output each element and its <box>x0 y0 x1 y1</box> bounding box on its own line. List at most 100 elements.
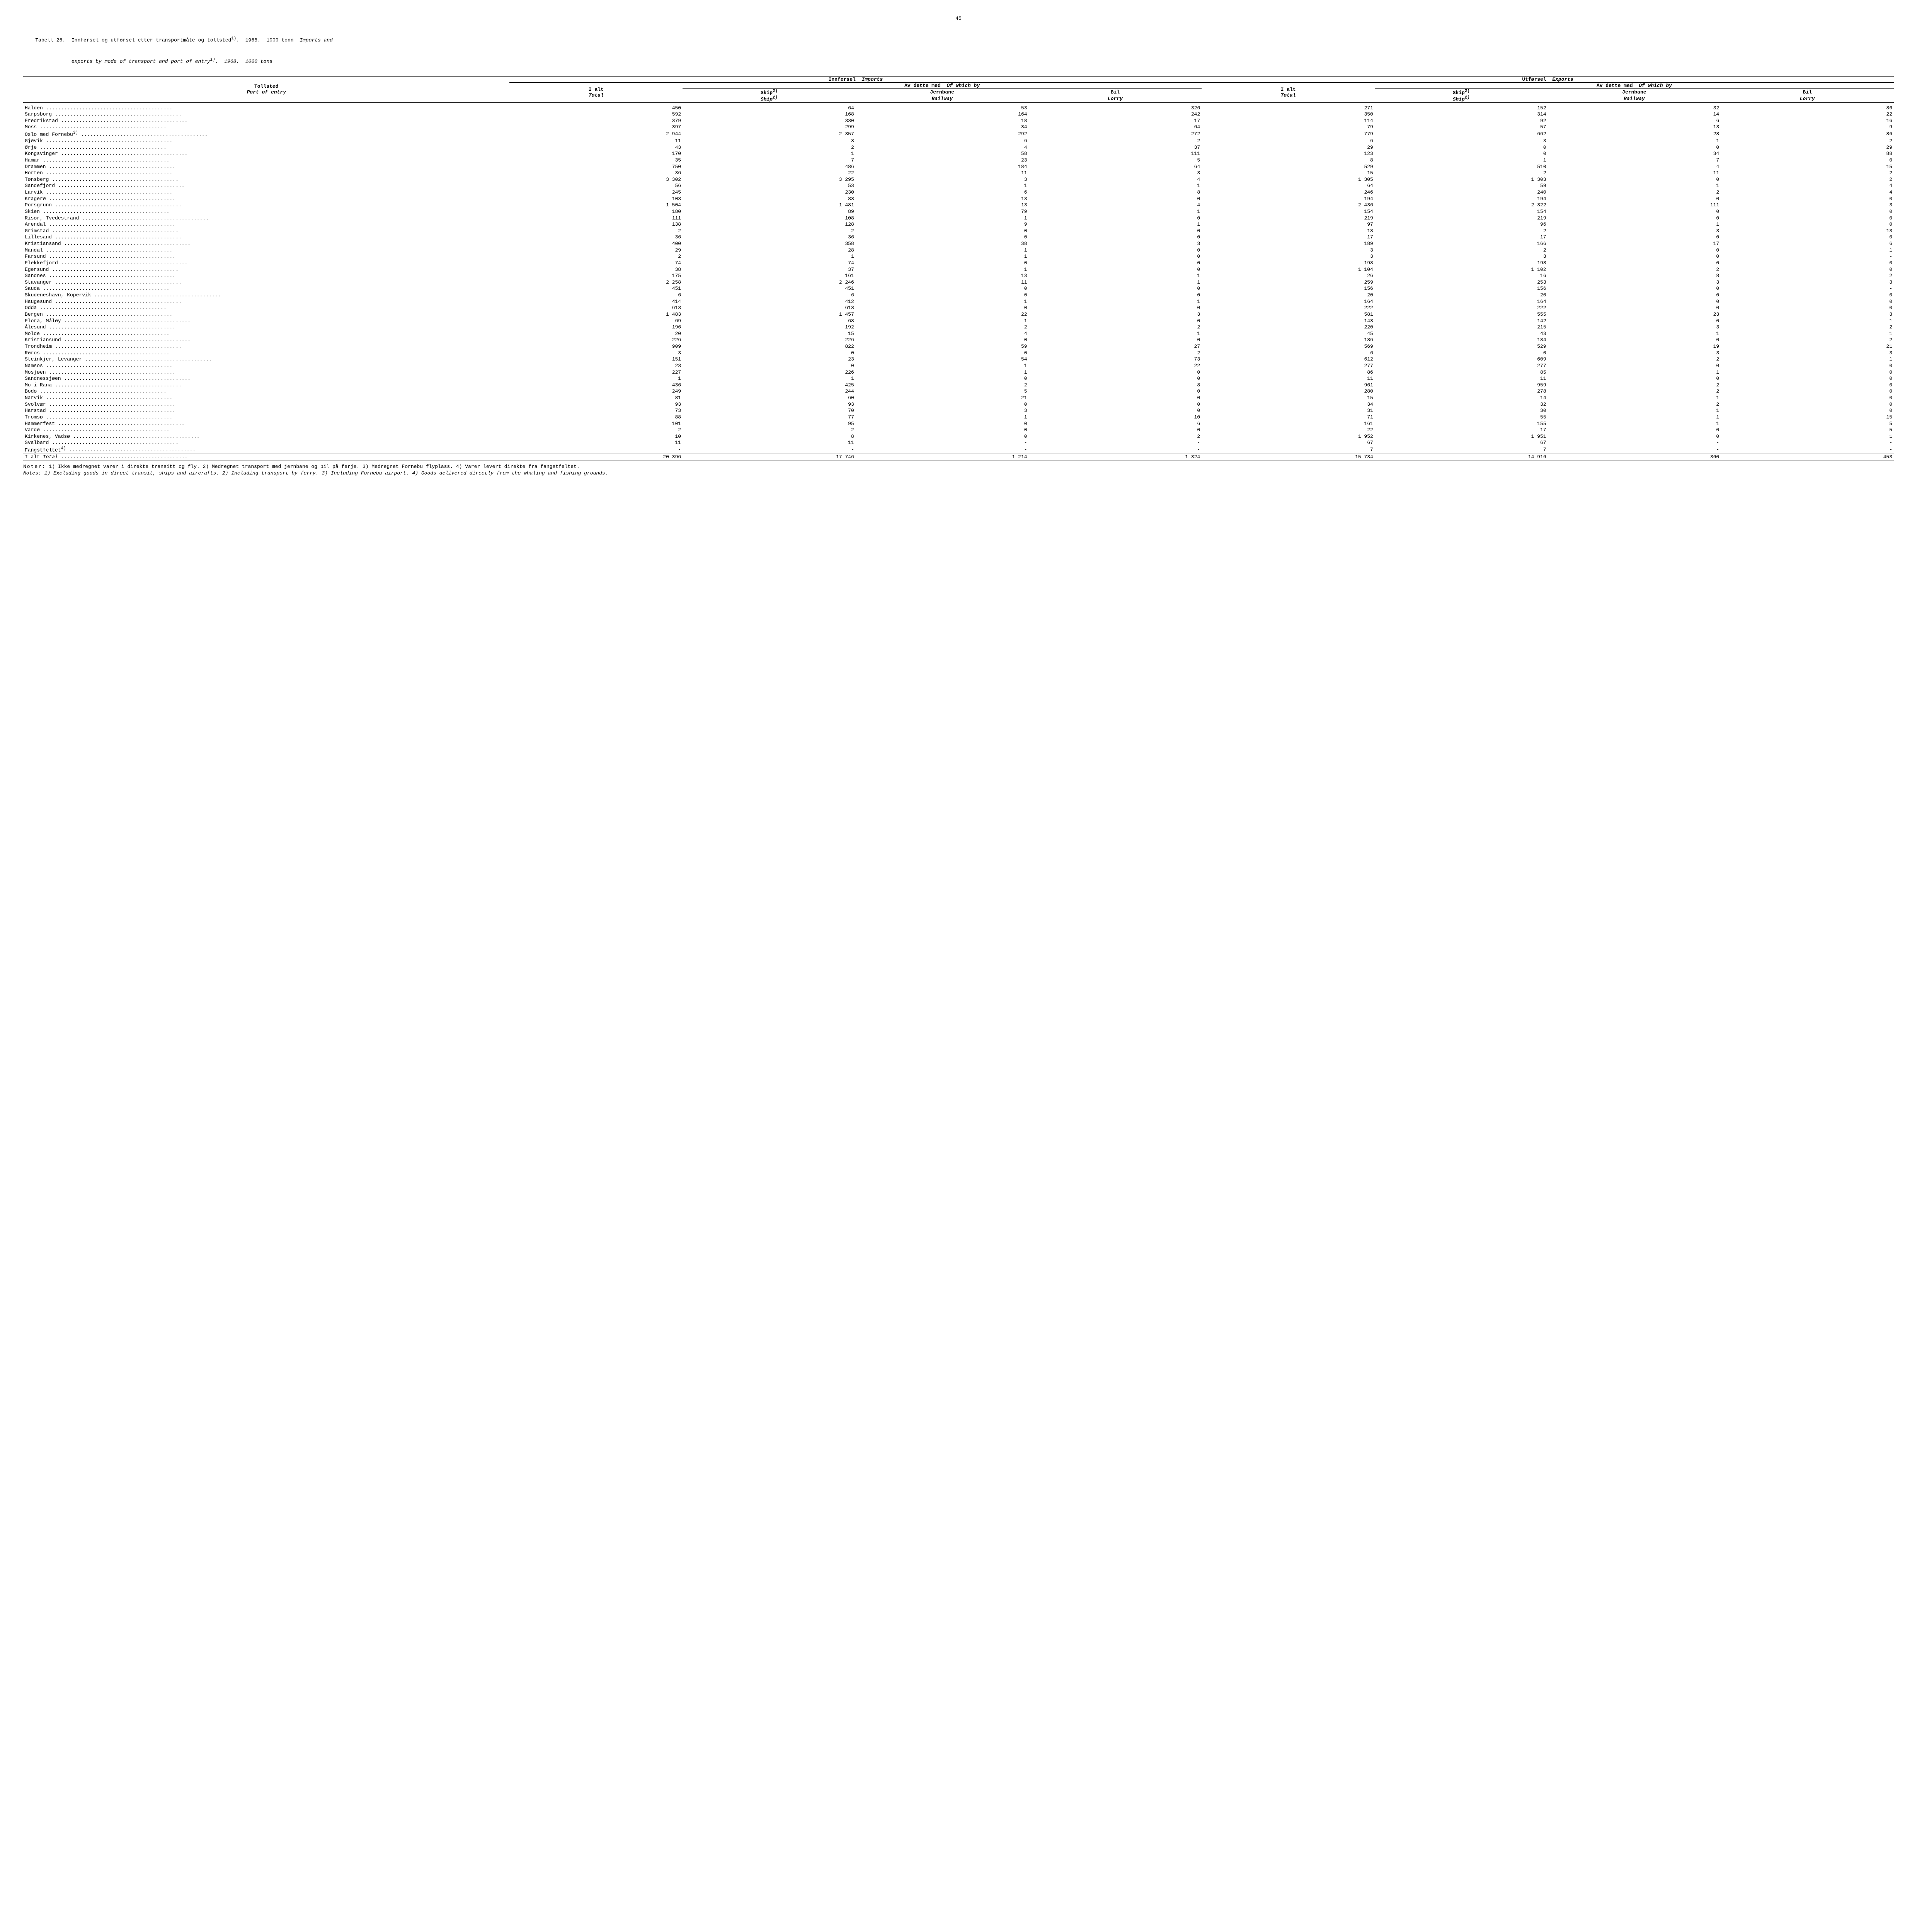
num-cell: 230 <box>683 189 856 196</box>
num-cell: - <box>1721 446 1894 454</box>
num-cell: 2 <box>856 382 1029 389</box>
table-row: Svolvær939300343220 <box>23 401 1894 408</box>
num-cell: 184 <box>856 164 1029 170</box>
title-no: Innførsel og utførsel etter transportmåt… <box>72 37 231 43</box>
port-cell: Farsund <box>23 253 509 260</box>
num-cell: 280 <box>1202 388 1375 395</box>
total-label-no: I alt <box>25 454 40 460</box>
total-row: I alt Total 20 396 17 746 1 214 1 324 15… <box>23 454 1894 461</box>
num-cell: 32 <box>1548 105 1721 112</box>
num-cell: 0 <box>683 363 856 369</box>
num-cell: 2 <box>509 228 683 235</box>
table-row: Halden45064533262711523286 <box>23 105 1894 112</box>
num-cell: 0 <box>856 421 1029 427</box>
port-cell: Harstad <box>23 408 509 414</box>
hdr-ship-en2: Ship <box>1453 97 1465 102</box>
num-cell: 189 <box>1202 241 1375 247</box>
num-cell: 0 <box>1028 228 1202 235</box>
total-exp-total: 15 734 <box>1202 454 1375 461</box>
num-cell: 0 <box>1548 376 1721 382</box>
num-cell: 397 <box>509 124 683 131</box>
num-cell: 0 <box>856 337 1029 344</box>
num-cell: 486 <box>683 164 856 170</box>
hdr-ship-en: Ship <box>761 97 773 102</box>
num-cell: 17 <box>1202 234 1375 241</box>
port-cell: Svalbard <box>23 440 509 446</box>
num-cell: 253 <box>1375 279 1548 286</box>
num-cell: 569 <box>1202 344 1375 350</box>
port-cell: Hamar <box>23 157 509 164</box>
num-cell: 0 <box>856 305 1029 311</box>
num-cell: 23 <box>1548 311 1721 318</box>
num-cell: 0 <box>1028 286 1202 292</box>
num-cell: 510 <box>1375 164 1548 170</box>
num-cell: 5 <box>856 388 1029 395</box>
num-cell: 299 <box>683 124 856 131</box>
num-cell: 1 <box>1548 183 1721 189</box>
num-cell: 220 <box>1202 324 1375 331</box>
num-cell: 58 <box>856 151 1029 157</box>
num-cell: 2 <box>1375 247 1548 254</box>
num-cell: 3 <box>683 138 856 145</box>
num-cell: 0 <box>1028 395 1202 401</box>
num-cell: 2 <box>1721 138 1894 145</box>
num-cell: 1 <box>856 267 1029 273</box>
port-cell: Sandefjord <box>23 183 509 189</box>
num-cell: 244 <box>683 388 856 395</box>
num-cell: 2 246 <box>683 279 856 286</box>
num-cell: 0 <box>1028 253 1202 260</box>
num-cell: 3 295 <box>683 177 856 183</box>
num-cell: 168 <box>683 111 856 118</box>
num-cell: 53 <box>856 105 1029 112</box>
num-cell: 0 <box>1721 215 1894 222</box>
port-cell: Oslo med Fornebu3) <box>23 131 509 138</box>
num-cell: 67 <box>1375 440 1548 446</box>
num-cell: 0 <box>1548 434 1721 440</box>
hdr-lorry-no: Bil <box>1111 89 1120 95</box>
num-cell: 43 <box>1375 331 1548 337</box>
port-cell: Sandnes <box>23 273 509 279</box>
total-imp-ship: 17 746 <box>683 454 856 461</box>
hdr-rail-en: Railway <box>931 96 953 102</box>
port-cell: Hammerfest <box>23 421 509 427</box>
num-cell: 0 <box>1028 369 1202 376</box>
num-cell: 38 <box>856 241 1029 247</box>
num-cell: 86 <box>1721 131 1894 138</box>
num-cell: 198 <box>1202 260 1375 267</box>
num-cell: 0 <box>1028 401 1202 408</box>
num-cell: 0 <box>1548 260 1721 267</box>
num-cell: 0 <box>1548 253 1721 260</box>
num-cell: 6 <box>1721 241 1894 247</box>
num-cell: 0 <box>1721 196 1894 202</box>
port-cell: Skudeneshavn, Kopervik <box>23 292 509 299</box>
num-cell: 350 <box>1202 111 1375 118</box>
num-cell: 9 <box>856 221 1029 228</box>
num-cell: 0 <box>856 434 1029 440</box>
num-cell: 1 <box>1721 331 1894 337</box>
port-cell: Egersund <box>23 267 509 273</box>
num-cell: 1 <box>1721 247 1894 254</box>
num-cell: 1 <box>683 253 856 260</box>
num-cell: 2 <box>1548 267 1721 273</box>
table-row: Kongsvinger17015811112303488 <box>23 151 1894 157</box>
num-cell: 93 <box>509 401 683 408</box>
num-cell: 0 <box>1548 299 1721 305</box>
num-cell: 222 <box>1202 305 1375 311</box>
table-row: Tromsø88771107155115 <box>23 414 1894 421</box>
num-cell: 13 <box>856 202 1029 209</box>
num-cell: - <box>856 440 1029 446</box>
note1-en: 1) Excluding goods in direct transit, sh… <box>44 470 219 476</box>
port-cell: Fangstfeltet4) <box>23 446 509 454</box>
num-cell: 166 <box>1375 241 1548 247</box>
num-cell: 29 <box>509 247 683 254</box>
num-cell: 2 <box>1028 350 1202 357</box>
num-cell: 1 <box>683 376 856 382</box>
num-cell: 2 <box>856 324 1029 331</box>
num-cell: 0 <box>1721 221 1894 228</box>
port-cell: Tønsberg <box>23 177 509 183</box>
table-row: Skien1808979115415400 <box>23 209 1894 215</box>
num-cell: 226 <box>509 337 683 344</box>
num-cell: 68 <box>683 318 856 325</box>
num-cell: 15 <box>1202 395 1375 401</box>
num-cell: 8 <box>1202 157 1375 164</box>
